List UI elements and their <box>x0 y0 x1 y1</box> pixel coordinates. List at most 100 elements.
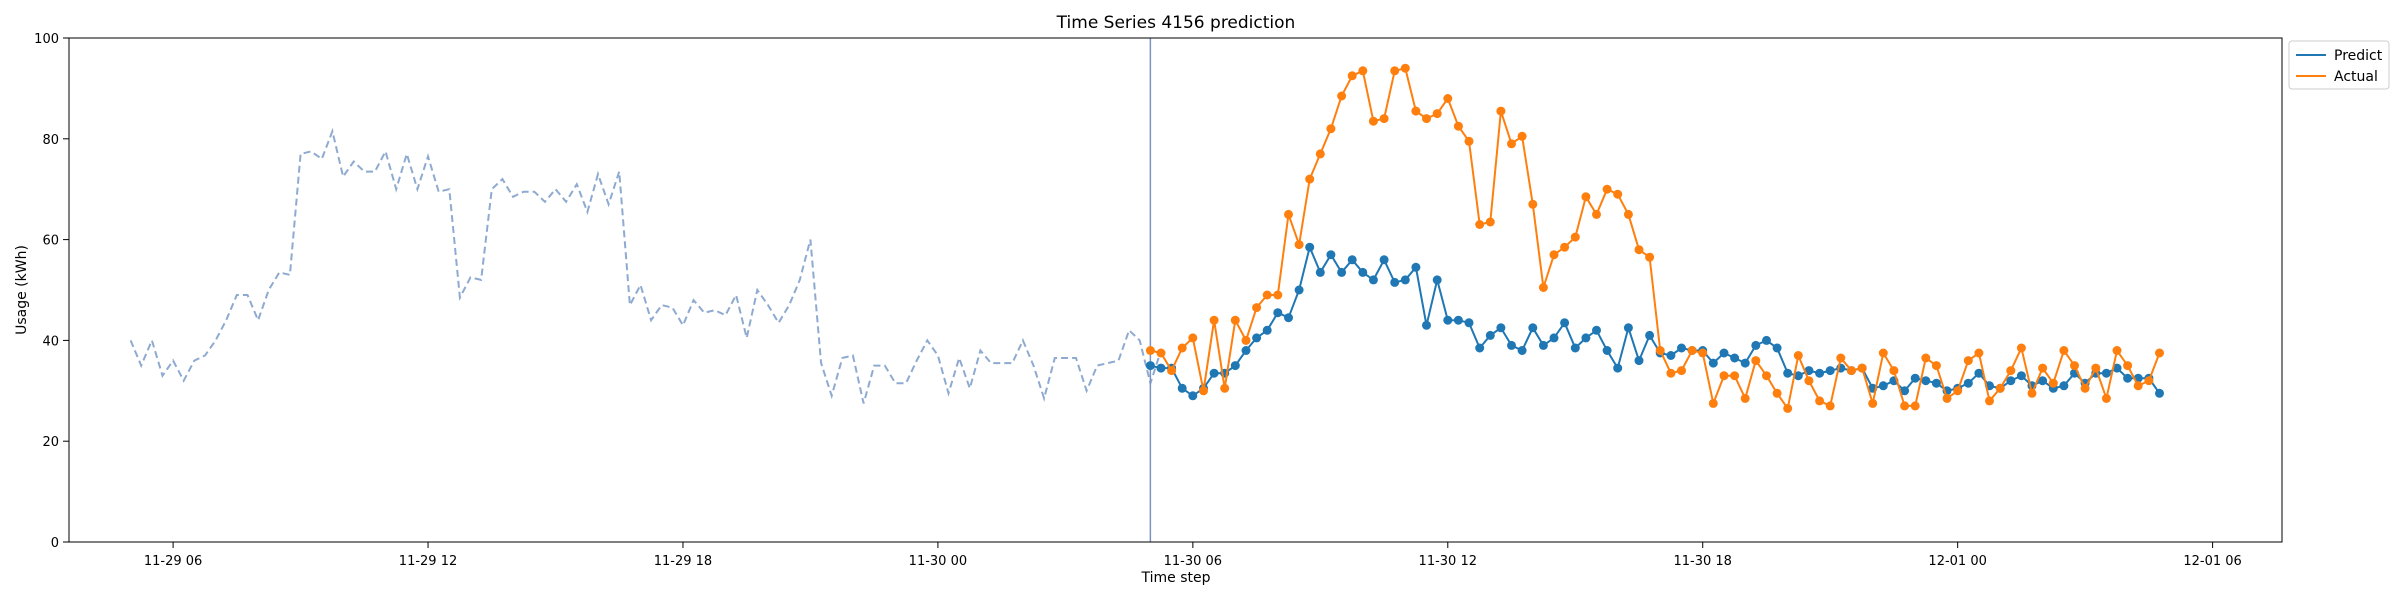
legend-label-actual: Actual <box>2334 69 2378 85</box>
predict-point <box>1209 368 1219 378</box>
predict-point <box>2016 371 2026 381</box>
predict-point <box>1252 333 1262 343</box>
predict-point <box>1730 353 1740 363</box>
actual-point <box>1453 121 1463 131</box>
legend: Predict Actual <box>2288 40 2390 90</box>
actual-point <box>2027 388 2037 398</box>
predict-point <box>1485 330 1495 340</box>
actual-point <box>1793 351 1803 360</box>
predict-point <box>1751 340 1761 350</box>
actual-point <box>1592 209 1601 219</box>
predict-point <box>1347 255 1357 265</box>
actual-point <box>1538 283 1548 292</box>
actual-point <box>1167 366 1177 376</box>
predict-point <box>1464 318 1474 328</box>
x-tick-label: 11-29 12 <box>399 554 457 569</box>
actual-point <box>1432 109 1442 119</box>
actual-point <box>1974 348 1984 358</box>
actual-point <box>1708 398 1718 408</box>
actual-point <box>1613 189 1623 199</box>
actual-point <box>1241 335 1251 345</box>
actual-point <box>1783 403 1793 413</box>
predict-point <box>1241 346 1251 355</box>
predict-point <box>1517 346 1527 355</box>
actual-point <box>1942 393 1952 403</box>
predict-point <box>1623 323 1633 333</box>
x-tick-label: 11-30 18 <box>1673 554 1731 569</box>
actual-point <box>2101 393 2111 403</box>
actual-point <box>1475 220 1485 229</box>
predict-point <box>1931 378 1941 388</box>
actual-point <box>1273 290 1283 300</box>
predict-point <box>1677 343 1686 353</box>
predict-point <box>1528 323 1538 333</box>
predict-point <box>1337 267 1347 277</box>
actual-point <box>1220 383 1230 393</box>
actual-point <box>1900 401 1910 411</box>
actual-point <box>1857 363 1867 373</box>
predict-point <box>1326 250 1336 260</box>
predict-point <box>1825 366 1835 376</box>
x-tick-label: 12-01 06 <box>2183 554 2241 569</box>
predict-point <box>1974 368 1984 378</box>
actual-point <box>1443 94 1453 103</box>
predict-point <box>1400 275 1410 285</box>
predict-point <box>1273 308 1283 318</box>
actual-point <box>2144 376 2154 386</box>
actual-point <box>1390 66 1400 76</box>
predict-point <box>1294 285 1304 295</box>
predict-point <box>1177 383 1187 393</box>
predict-point <box>1592 325 1601 335</box>
predict-point <box>1443 315 1453 325</box>
predict-point <box>1262 325 1272 335</box>
legend-label-predict: Predict <box>2334 48 2383 64</box>
x-axis-label: Time step <box>1141 570 1211 586</box>
actual-point <box>1910 401 1920 411</box>
predict-point <box>1815 368 1825 378</box>
actual-point <box>1931 361 1941 371</box>
actual-point <box>1666 368 1676 378</box>
actual-point <box>1634 245 1644 255</box>
actual-point <box>1815 396 1825 406</box>
actual-point <box>1751 356 1761 366</box>
predict-point <box>1230 361 1240 371</box>
predict-point <box>1507 340 1516 350</box>
predict-point <box>1453 315 1463 325</box>
actual-point <box>1645 252 1655 262</box>
actual-point <box>1889 366 1899 376</box>
actual-point <box>1485 217 1495 227</box>
predict-point <box>1783 368 1793 378</box>
actual-point <box>1878 348 1888 358</box>
history-line <box>129 127 1162 404</box>
predict-point <box>1581 333 1591 343</box>
actual-point <box>1623 209 1633 219</box>
actual-point <box>1655 346 1665 355</box>
actual-point <box>1347 71 1357 81</box>
actual-point <box>1953 386 1963 396</box>
actual-point <box>1326 124 1336 134</box>
actual-point <box>1995 383 2005 393</box>
actual-point <box>2080 383 2090 393</box>
actual-point <box>1921 353 1931 363</box>
actual-point <box>1517 131 1527 141</box>
predict-point <box>1793 371 1803 381</box>
actual-point <box>1677 366 1686 376</box>
predict-point <box>1921 376 1931 386</box>
actual-point <box>1315 149 1325 159</box>
actual-point <box>1337 91 1347 101</box>
predict-point <box>1390 277 1400 287</box>
actual-point <box>2038 363 2048 373</box>
y-axis-label: Usage (kWh) <box>14 245 30 335</box>
y-tick-label: 60 <box>42 234 59 249</box>
predict-point <box>1145 361 1155 371</box>
predict-point <box>1358 267 1368 277</box>
predict-point <box>1613 363 1623 373</box>
actual-point <box>1252 303 1262 313</box>
actual-point <box>1772 388 1782 398</box>
actual-point <box>1528 199 1538 209</box>
predict-point <box>1411 262 1421 272</box>
actual-point <box>1549 250 1559 260</box>
predict-point <box>1496 323 1506 333</box>
predict-point <box>1368 275 1378 285</box>
